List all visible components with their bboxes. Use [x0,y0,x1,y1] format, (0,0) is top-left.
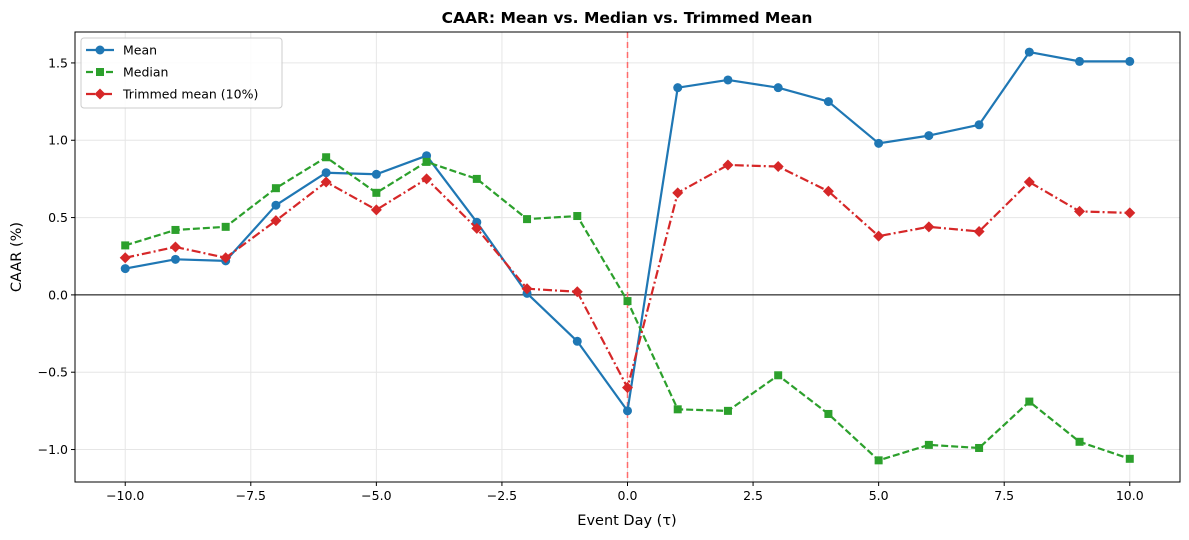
trimmed-mean-10-point [119,252,131,264]
legend-label-mean: Mean [123,43,157,58]
median-point [874,456,883,465]
x-tick-label: −5.0 [361,488,391,503]
legend-label-trimmed-mean-10: Trimmed mean (10%) [122,87,258,102]
legend-label-median: Median [123,65,168,80]
legend: Mean Median Trimmed mean (10%) [80,37,283,109]
trimmed-mean-10-point [421,173,433,185]
median-point [824,409,833,418]
mean-point [924,131,934,141]
median-point [1125,454,1134,463]
axis-ticks: −10.0 −7.5 −5.0 −2.5 0.0 2.5 5.0 7.5 10.0 −1.0 −0.… [38,55,1144,503]
trimmed-mean-10-point [1124,207,1136,219]
mean-point [321,168,331,178]
median-point [472,174,481,183]
mean-point [773,83,783,93]
trimmed-mean-10-point [722,159,734,171]
median-point [121,241,130,250]
median-point [221,222,230,231]
median-point [673,405,682,414]
x-tick-label: −7.5 [236,488,266,503]
mean-point [1075,56,1085,66]
mean-point [673,83,683,93]
y-tick-label: 0.0 [48,287,68,302]
trimmed-mean-10-point [672,187,684,199]
legend-item-median: Median [86,65,168,80]
x-tick-label: 0.0 [618,488,638,503]
chart-title: CAAR: Mean vs. Median vs. Trimmed Mean [442,9,813,27]
y-tick-label: −1.0 [38,442,68,457]
legend-marker-median [96,68,104,76]
x-tick-label: −10.0 [106,488,144,503]
trimmed-mean-10-point [571,286,583,298]
mean-point [170,254,180,264]
trimmed-mean-10-point [169,241,181,253]
trimmed-mean-10-point [822,185,834,197]
median-point [723,406,732,415]
median-point [372,188,381,197]
trimmed-mean-10-point [220,252,232,264]
trimmed-mean-10-point [471,222,483,234]
y-tick-label: 0.5 [48,210,68,225]
trimmed-mean-10-point [320,176,332,188]
mean-point [1125,56,1135,66]
series-mean [120,47,1135,416]
x-tick-label: −2.5 [487,488,517,503]
median-point [271,184,280,193]
mean-point [623,406,632,416]
x-tick-label: 5.0 [869,488,889,503]
mean-point [1024,47,1034,57]
mean-point [874,138,884,148]
trimmed-mean-10-point [923,221,935,233]
mean-point [823,97,833,107]
legend-box [80,37,283,109]
median-point [523,215,532,224]
median-point [774,371,783,380]
median-point [623,297,632,306]
median-point [924,440,933,449]
median-point [422,157,431,166]
trimmed-mean-10-point [772,161,784,173]
mean-point [723,75,733,85]
series-layer [119,47,1136,465]
trimmed-mean-10-point [973,225,985,237]
y-axis-label: CAAR (%) [9,222,25,292]
trimmed-mean-10-point [1074,205,1086,217]
series-trimmed-mean-10 [119,159,1136,394]
median-point [322,153,331,162]
legend-marker-mean [95,45,105,55]
median-point [975,443,984,452]
trimmed-mean-10-point [622,382,633,394]
legend-item-trimmed-mean-10: Trimmed mean (10%) [86,87,258,102]
x-axis-label: Event Day (τ) [577,513,676,529]
mean-point [371,169,381,179]
median-point [171,225,180,234]
median-point [1075,437,1084,446]
x-tick-label: 10.0 [1116,488,1144,503]
trimmed-mean-10-point [521,283,533,295]
legend-marker-trimmed-mean-10 [94,88,106,100]
y-tick-label: 1.0 [48,133,68,148]
median-point [573,212,582,221]
mean-point [472,217,482,227]
median-point [1025,397,1034,406]
y-tick-label: −0.5 [38,365,68,380]
x-tick-label: 7.5 [994,488,1014,503]
legend-item-mean: Mean [86,43,157,58]
mean-point [974,120,984,130]
trimmed-mean-10-point [270,215,282,227]
mean-point [271,200,281,210]
mean-point [120,264,130,274]
mean-point [572,336,582,346]
x-tick-label: 2.5 [743,488,763,503]
series-median [121,153,1134,465]
trimmed-mean-10-point [370,204,382,216]
trimmed-mean-10-point [873,230,885,242]
trimmed-mean-10-point [1023,176,1035,188]
y-tick-label: 1.5 [48,55,68,70]
